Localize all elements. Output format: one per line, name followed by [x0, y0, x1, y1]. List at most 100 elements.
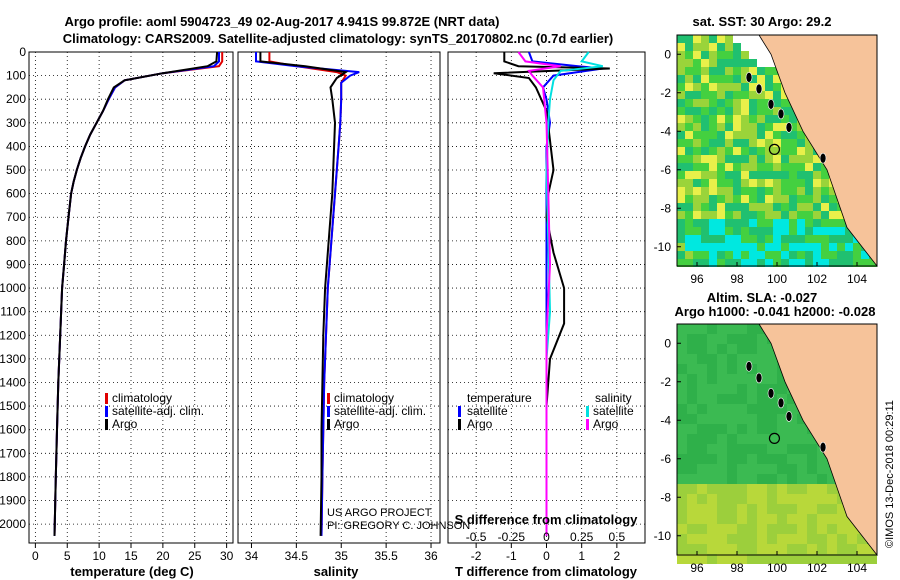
map-cell — [789, 155, 797, 163]
sst-map-title: sat. SST: 30 Argo: 29.2 — [693, 14, 832, 29]
map-cell — [741, 227, 749, 235]
map-cell — [725, 163, 733, 171]
series-line-argo — [259, 52, 349, 536]
map-cell — [805, 179, 813, 187]
map-cell — [733, 123, 741, 131]
legend-label-satellite: satellite-adj. clim. — [334, 404, 426, 418]
map-cell — [693, 155, 701, 163]
map-cell — [767, 404, 777, 414]
lat-tick-label: -4 — [660, 124, 671, 138]
map-cell — [725, 211, 733, 219]
map-cell — [757, 524, 767, 534]
map-cell — [701, 251, 709, 259]
map-cell — [797, 155, 805, 163]
map-cell — [805, 243, 813, 251]
map-cell — [701, 147, 709, 155]
map-cell — [717, 123, 725, 131]
map-cell — [709, 187, 717, 195]
map-cell — [837, 514, 847, 524]
map-cell — [717, 75, 725, 83]
map-cell — [725, 51, 733, 59]
x2-tick-label: -0.5 — [466, 530, 487, 544]
map-cell — [747, 354, 757, 364]
map-cell — [757, 364, 767, 374]
map-cell — [737, 384, 747, 394]
map-cell — [821, 179, 829, 187]
map-cell — [741, 211, 749, 219]
map-cell — [677, 51, 685, 59]
map-cell — [747, 434, 757, 444]
map-cell — [677, 259, 685, 267]
x2-tick-label: 0.5 — [609, 530, 626, 544]
map-cell — [707, 464, 717, 474]
island — [767, 387, 775, 399]
x2-tick-label: 0.25 — [570, 530, 594, 544]
map-cell — [677, 171, 685, 179]
temperature-frame — [28, 51, 234, 544]
map-cell — [757, 334, 767, 344]
map-cell — [807, 514, 817, 524]
island — [745, 361, 753, 372]
map-cell — [781, 187, 789, 195]
map-cell — [853, 243, 861, 251]
map-cell — [837, 219, 845, 227]
map-cell — [701, 35, 709, 43]
map-cell — [685, 83, 693, 91]
map-cell — [685, 99, 693, 107]
map-cell — [677, 131, 685, 139]
map-cell — [797, 434, 807, 444]
map-cell — [867, 554, 877, 564]
map-cell — [717, 59, 725, 67]
lon-tick-label: 102 — [807, 561, 827, 575]
map-cell — [677, 324, 687, 334]
title-line2: Climatology: CARS2009. Satellite-adjuste… — [63, 31, 614, 46]
map-cell — [741, 155, 749, 163]
map-cell — [717, 131, 725, 139]
depth-tick-label: 1800 — [0, 470, 26, 484]
map-cell — [837, 243, 845, 251]
x-tick-label: 2 — [614, 549, 621, 563]
map-cell — [767, 554, 777, 564]
map-cell — [747, 374, 757, 384]
map-cell — [817, 544, 827, 554]
series-line-s-argo — [517, 51, 561, 536]
map-cell — [693, 43, 701, 51]
map-cell — [677, 334, 687, 344]
map-cell — [687, 404, 697, 414]
map-cell — [749, 107, 757, 115]
map-cell — [749, 187, 757, 195]
lon-tick-label: 100 — [767, 561, 787, 575]
map-cell — [737, 544, 747, 554]
map-cell — [727, 524, 737, 534]
map-cell — [765, 211, 773, 219]
depth-tick-label: 1500 — [0, 399, 26, 413]
map-cell — [701, 203, 709, 211]
map-cell — [787, 494, 797, 504]
map-cell — [807, 484, 817, 494]
map-cell — [707, 424, 717, 434]
map-cell — [789, 243, 797, 251]
map-cell — [737, 354, 747, 364]
map-cell — [773, 75, 781, 83]
map-cell — [687, 344, 697, 354]
map-cell — [787, 424, 797, 434]
map-cell — [789, 195, 797, 203]
map-cell — [773, 131, 781, 139]
map-cell — [709, 139, 717, 147]
map-cell — [725, 147, 733, 155]
map-cell — [717, 107, 725, 115]
map-cell — [777, 434, 787, 444]
map-cell — [749, 83, 757, 91]
map-cell — [829, 243, 837, 251]
map-cell — [813, 171, 821, 179]
map-cell — [725, 43, 733, 51]
map-cell — [677, 219, 685, 227]
map-cell — [765, 155, 773, 163]
map-cell — [829, 211, 837, 219]
map-cell — [741, 179, 749, 187]
map-cell — [857, 554, 867, 564]
map-cell — [777, 504, 787, 514]
legend-label-argo: Argo — [334, 417, 360, 431]
map-cell — [733, 59, 741, 67]
map-cell — [727, 494, 737, 504]
